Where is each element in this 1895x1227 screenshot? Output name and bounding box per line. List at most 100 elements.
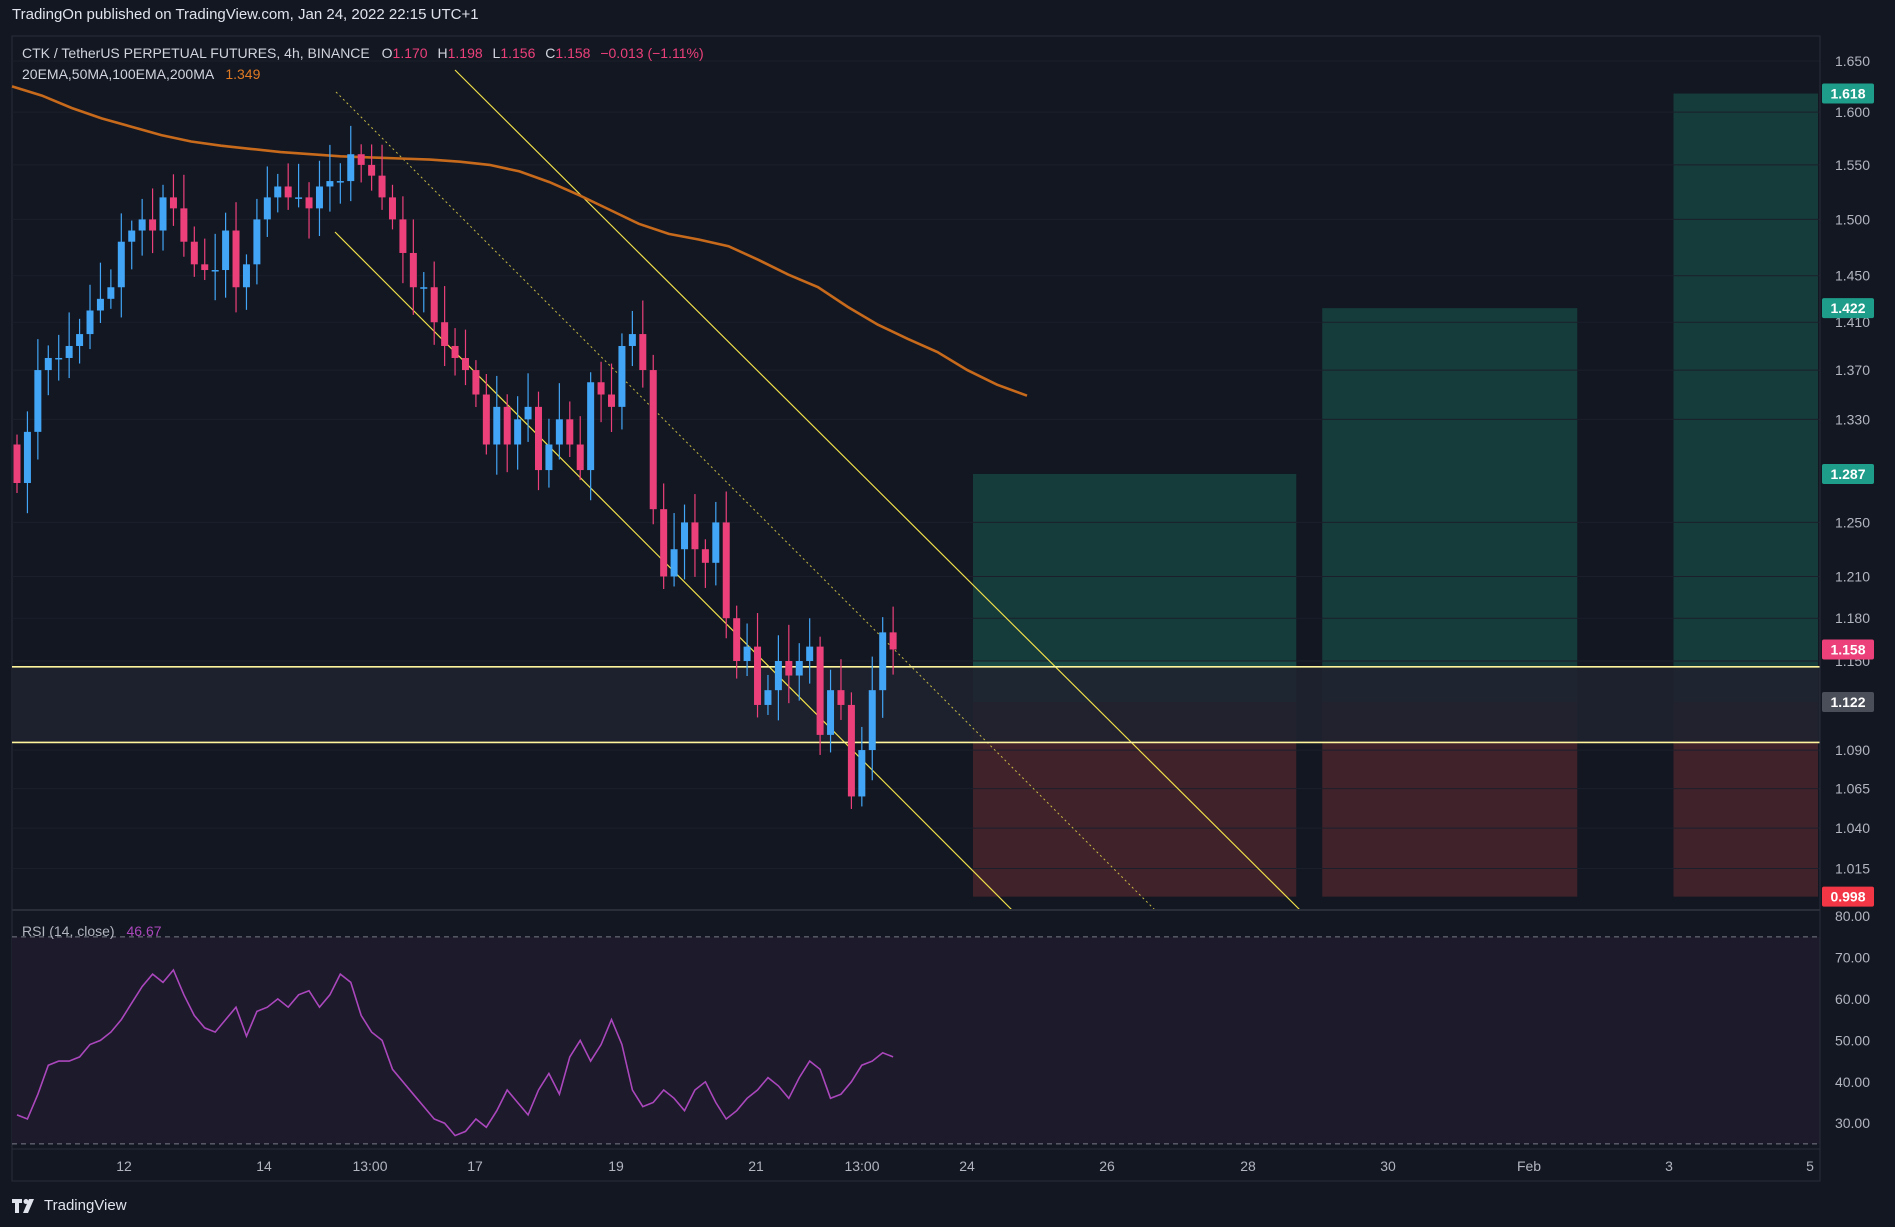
legend-open: 1.170 bbox=[393, 45, 428, 61]
legend-change: −0.013 (−1.11%) bbox=[600, 45, 703, 61]
candle-body bbox=[618, 345, 626, 407]
candle-body bbox=[305, 197, 313, 209]
rsi-tick-label: 70.00 bbox=[1835, 950, 1870, 966]
price-tag bbox=[1822, 886, 1874, 907]
candle-body bbox=[774, 661, 782, 691]
candle-body bbox=[211, 270, 219, 272]
candle-body bbox=[430, 287, 438, 323]
candle-body bbox=[785, 661, 793, 676]
rsi-bands bbox=[12, 936, 1820, 1145]
candle-body bbox=[597, 382, 605, 395]
time-tick-label: 3 bbox=[1665, 1158, 1673, 1174]
candle-body bbox=[222, 230, 230, 271]
price-tick-label: 1.250 bbox=[1835, 514, 1870, 530]
legend-high: 1.198 bbox=[448, 45, 483, 61]
ma-legend-value: 1.349 bbox=[225, 66, 260, 82]
candle-body bbox=[232, 230, 240, 288]
target-zone bbox=[1322, 308, 1578, 702]
candle-body bbox=[76, 334, 84, 346]
candle-body bbox=[347, 154, 355, 182]
legend-symbol[interactable]: CTK / TetherUS PERPETUAL FUTURES, 4h, BI… bbox=[22, 45, 370, 61]
candle-body bbox=[879, 632, 887, 691]
candle-body bbox=[451, 345, 459, 358]
time-tick-label: 19 bbox=[608, 1158, 624, 1174]
candle-body bbox=[587, 382, 595, 471]
candle-body bbox=[712, 522, 720, 563]
candle-body bbox=[639, 334, 647, 371]
candle-body bbox=[117, 241, 125, 288]
candle-body bbox=[23, 431, 31, 484]
price-tag-label: 1.287 bbox=[1830, 466, 1865, 482]
candle-body bbox=[409, 252, 417, 288]
horizontal-levels bbox=[12, 665, 1820, 744]
candle-body bbox=[472, 370, 480, 395]
candle-body bbox=[806, 646, 814, 662]
candle-body bbox=[44, 357, 52, 371]
candle-body bbox=[837, 690, 845, 705]
price-tick-label: 1.180 bbox=[1835, 610, 1870, 626]
candle-body bbox=[399, 219, 407, 253]
candle-body bbox=[13, 444, 21, 484]
rsi-line bbox=[16, 968, 894, 1137]
time-tick-label: 28 bbox=[1240, 1158, 1256, 1174]
candle-body bbox=[691, 522, 699, 550]
time-tick-label: 12 bbox=[116, 1158, 132, 1174]
candle-body bbox=[722, 522, 730, 619]
tradingview-brand[interactable]: TradingView bbox=[12, 1197, 127, 1214]
legend-line: CTK / TetherUS PERPETUAL FUTURES, 4h, BI… bbox=[22, 45, 704, 61]
rsi-legend-label[interactable]: RSI (14, close) bbox=[22, 923, 115, 939]
time-tick-label: 17 bbox=[467, 1158, 483, 1174]
candle-body bbox=[514, 419, 522, 445]
time-tick-label: Feb bbox=[1517, 1158, 1541, 1174]
rsi-tick-label: 80.00 bbox=[1835, 908, 1870, 924]
candle-body bbox=[180, 208, 188, 242]
candle-body bbox=[274, 186, 282, 198]
candle-body bbox=[34, 370, 42, 432]
candle-body bbox=[847, 704, 855, 797]
price-tag-label: 1.422 bbox=[1830, 300, 1865, 316]
candle-body bbox=[461, 357, 469, 371]
candles bbox=[13, 125, 897, 809]
candle-body bbox=[190, 241, 198, 265]
price-tick-label: 1.550 bbox=[1835, 157, 1870, 173]
time-tick-label: 21 bbox=[748, 1158, 764, 1174]
candle-body bbox=[86, 310, 94, 335]
legend-close: 1.158 bbox=[555, 45, 590, 61]
price-tick-label: 1.370 bbox=[1835, 362, 1870, 378]
rsi-axis: 80.00 70.00 60.00 50.00 40.00 30.00 bbox=[1835, 908, 1870, 1131]
candle-body bbox=[96, 298, 104, 311]
candle-body bbox=[420, 287, 428, 289]
target-zone bbox=[1673, 93, 1818, 702]
time-axis: 12 14 13:00 17 19 21 13:00 24 26 28 30 Feb 3 5 bbox=[116, 1158, 1814, 1174]
time-tick-label: 24 bbox=[959, 1158, 975, 1174]
legend-low: 1.156 bbox=[500, 45, 535, 61]
price-tag-label: 0.998 bbox=[1830, 889, 1865, 905]
price-tick-label: 1.450 bbox=[1835, 268, 1870, 284]
price-tick-label: 1.090 bbox=[1835, 742, 1870, 758]
candle-body bbox=[503, 406, 511, 445]
rsi-tick-label: 50.00 bbox=[1835, 1032, 1870, 1048]
grid-lines bbox=[12, 60, 1820, 870]
price-tag bbox=[1822, 639, 1874, 660]
candle-body bbox=[827, 690, 835, 735]
candle-body bbox=[336, 181, 344, 183]
rsi-pane bbox=[12, 936, 1820, 1144]
candle-body bbox=[576, 444, 584, 471]
candle-body bbox=[608, 394, 616, 407]
candle-body bbox=[357, 154, 365, 165]
candle-body bbox=[681, 522, 689, 550]
candle-body bbox=[795, 661, 803, 676]
time-tick-label: 26 bbox=[1099, 1158, 1115, 1174]
price-tag-label: 1.122 bbox=[1830, 694, 1865, 710]
price-tag-label: 1.618 bbox=[1830, 86, 1865, 102]
candle-body bbox=[107, 287, 115, 299]
brand-label: TradingView bbox=[44, 1197, 127, 1214]
candle-body bbox=[701, 549, 709, 563]
time-tick-label: 5 bbox=[1806, 1158, 1814, 1174]
price-tick-label: 1.065 bbox=[1835, 781, 1870, 797]
ma-legend-label[interactable]: 20EMA,50MA,100EMA,200MA bbox=[22, 66, 215, 82]
price-tag-label: 1.158 bbox=[1830, 641, 1865, 657]
price-tag bbox=[1822, 298, 1874, 319]
